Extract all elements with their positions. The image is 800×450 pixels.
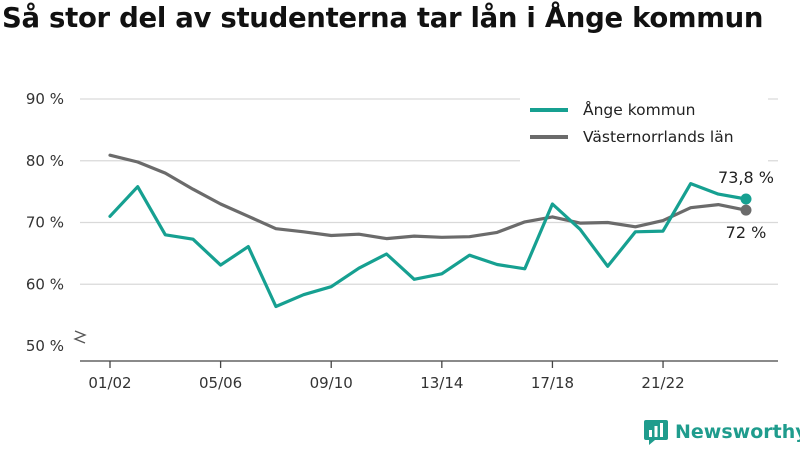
y-tick-label: 90 % (26, 90, 64, 108)
y-tick-label: 80 % (26, 152, 64, 170)
legend-box (520, 94, 768, 162)
x-axis: 01/02 05/06 09/10 13/14 17/18 21/22 (80, 360, 778, 392)
legend: Ånge kommun Västernorrlands län (520, 94, 768, 162)
legend-label: Ånge kommun (583, 100, 695, 119)
y-tick-label: 50 % (26, 337, 64, 355)
x-tick-label: 09/10 (310, 374, 353, 392)
axis-break-icon (73, 330, 87, 344)
end-label-lan: 72 % (726, 223, 767, 242)
x-tick-label: 13/14 (420, 374, 463, 392)
series-lines (108, 153, 752, 309)
brand-name: Newsworthy (675, 421, 800, 443)
x-tick-label: 05/06 (199, 374, 242, 392)
series-line-1 (108, 153, 748, 241)
end-label-ange: 73,8 % (718, 168, 774, 187)
x-tick-label: 17/18 (531, 374, 574, 392)
end-point-0 (740, 193, 752, 205)
end-labels: 73,8 % 72 % (718, 168, 774, 242)
end-point-1 (740, 204, 752, 216)
x-tick-label: 21/22 (641, 374, 684, 392)
y-tick-label: 60 % (26, 275, 64, 293)
brand-logo: Newsworthy (643, 418, 800, 446)
newsworthy-icon (644, 420, 668, 445)
chart-title: Så stor del av studenterna tar lån i Ång… (2, 2, 764, 34)
y-axis: 50 % 60 % 70 % 80 % 90 % (26, 90, 87, 355)
series-line-0 (108, 182, 748, 309)
legend-label: Västernorrlands län (583, 128, 734, 146)
y-tick-label: 70 % (26, 214, 64, 232)
x-tick-label: 01/02 (88, 374, 131, 392)
